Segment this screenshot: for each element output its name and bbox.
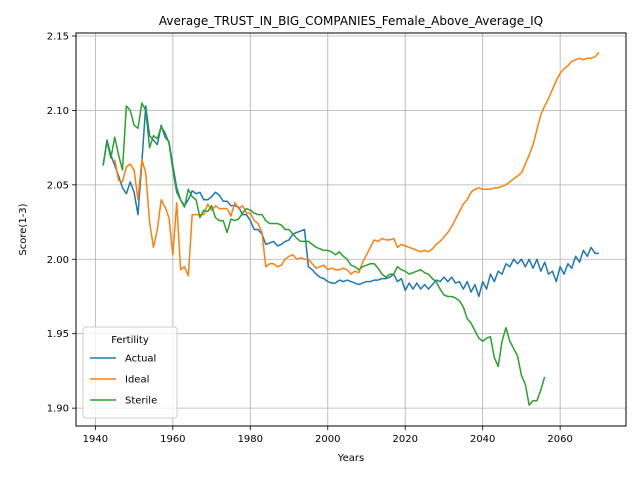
x-tick-label: 1960 — [160, 434, 185, 445]
x-tick-label: 2040 — [470, 434, 495, 445]
x-tick-label: 1980 — [238, 434, 263, 445]
series-line-ideal — [113, 51, 600, 277]
y-tick-label: 1.95 — [47, 329, 69, 340]
legend-title: Fertility — [111, 335, 149, 346]
x-tick-label: 2020 — [392, 434, 417, 445]
chart-title: Average_TRUST_IN_BIG_COMPANIES_Female_Ab… — [159, 14, 543, 28]
y-tick-label: 2.00 — [47, 255, 69, 266]
y-axis-label: Score(1-3) — [18, 203, 29, 255]
series-line-sterile — [102, 102, 546, 406]
x-tick-label: 1940 — [83, 434, 108, 445]
y-axis: 1.90 1.95 2.00 2.05 2.10 2.15 — [47, 31, 76, 415]
y-tick-label: 1.90 — [47, 404, 69, 415]
plot-area — [102, 51, 600, 406]
y-tick-label: 2.05 — [47, 180, 69, 191]
y-tick-label: 2.10 — [47, 106, 69, 117]
x-axis-label: Years — [337, 453, 364, 464]
x-tick-label: 2060 — [547, 434, 572, 445]
legend-label: Ideal — [125, 375, 149, 386]
legend-label: Sterile — [125, 396, 157, 407]
y-tick-label: 2.15 — [47, 31, 69, 42]
legend: Fertility Actual Ideal Sterile — [82, 326, 178, 419]
x-tick-label: 2000 — [315, 434, 340, 445]
x-axis: 1940 1960 1980 2000 2020 2040 2060 — [83, 426, 573, 445]
series-line-actual — [102, 105, 599, 298]
legend-label: Actual — [125, 354, 156, 365]
plot-frame — [75, 32, 627, 427]
legend-box — [82, 326, 178, 419]
grid-lines — [76, 33, 626, 426]
